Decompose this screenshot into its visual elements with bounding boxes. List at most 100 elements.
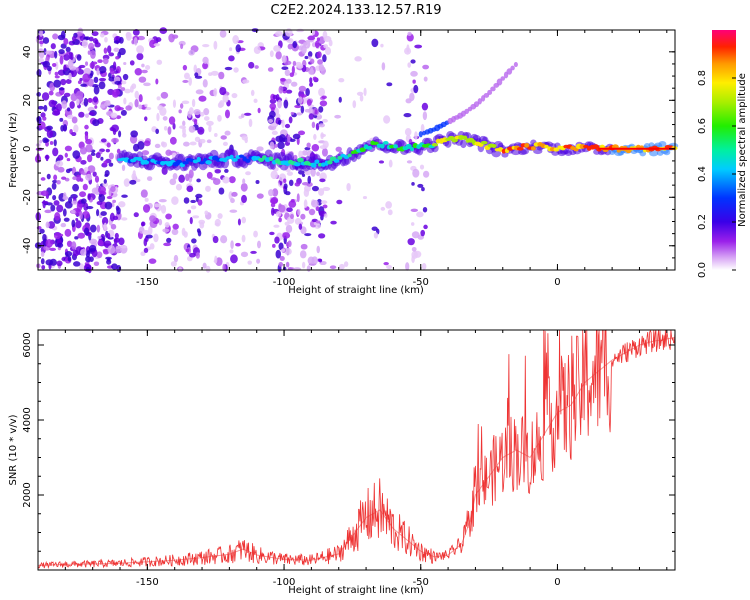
noise-blob bbox=[61, 100, 68, 109]
noise-blob bbox=[406, 44, 410, 53]
noise-blob bbox=[40, 177, 46, 181]
noise-blob bbox=[307, 51, 313, 58]
noise-blob bbox=[112, 128, 117, 135]
noise-blob bbox=[208, 72, 213, 77]
noise-blob bbox=[231, 92, 238, 99]
noise-blob bbox=[307, 175, 312, 184]
noise-blob bbox=[90, 50, 96, 59]
noise-blob bbox=[277, 99, 282, 109]
noise-blob bbox=[180, 43, 184, 50]
noise-blob bbox=[371, 38, 379, 48]
noise-blob bbox=[50, 204, 56, 212]
noise-blob bbox=[191, 238, 197, 244]
noise-blob bbox=[67, 60, 74, 68]
noise-blob bbox=[48, 99, 57, 108]
noise-blob bbox=[241, 194, 247, 204]
noise-blob bbox=[190, 199, 197, 204]
noise-blob bbox=[303, 199, 308, 208]
noise-blob bbox=[188, 125, 196, 133]
noise-blob bbox=[175, 183, 182, 191]
noise-blob bbox=[160, 204, 167, 214]
noise-blob bbox=[79, 146, 88, 155]
noise-blob bbox=[294, 104, 302, 109]
side-branch-blob bbox=[500, 76, 506, 81]
noise-blob bbox=[118, 130, 122, 138]
noise-blob bbox=[76, 202, 83, 212]
noise-blob bbox=[94, 175, 100, 183]
noise-blob bbox=[297, 170, 305, 175]
noise-blob bbox=[278, 85, 284, 94]
noise-blob bbox=[153, 43, 160, 47]
noise-blob bbox=[217, 114, 222, 122]
noise-blob bbox=[185, 248, 190, 253]
noise-blob bbox=[196, 178, 201, 183]
noise-blob bbox=[54, 212, 61, 221]
noise-blob bbox=[166, 237, 172, 243]
noise-blob bbox=[224, 168, 229, 173]
noise-blob bbox=[154, 203, 160, 208]
noise-blob bbox=[182, 64, 188, 71]
snr-y-label: SNR (10 * v/v) bbox=[8, 414, 19, 485]
noise-blob bbox=[315, 205, 320, 212]
noise-blob bbox=[110, 112, 118, 119]
ridge-core bbox=[409, 146, 415, 152]
ridge-core bbox=[501, 148, 507, 154]
noise-blob bbox=[188, 169, 194, 179]
ridge-core bbox=[553, 147, 560, 152]
noise-blob bbox=[87, 50, 91, 55]
noise-blob bbox=[134, 68, 143, 76]
noise-blob bbox=[278, 262, 284, 267]
noise-blob bbox=[284, 123, 291, 129]
noise-blob bbox=[187, 209, 192, 214]
noise-blob bbox=[60, 30, 66, 39]
noise-blob bbox=[385, 201, 393, 209]
noise-blob bbox=[224, 66, 233, 71]
noise-blob bbox=[420, 229, 426, 237]
noise-blob bbox=[144, 116, 148, 122]
noise-blob bbox=[307, 35, 316, 41]
noise-blob bbox=[407, 238, 415, 246]
noise-blob bbox=[416, 211, 424, 218]
noise-blob bbox=[299, 250, 307, 259]
noise-blob bbox=[83, 227, 90, 236]
spectrogram-ridge bbox=[116, 61, 679, 172]
noise-blob bbox=[214, 169, 221, 174]
noise-blob bbox=[196, 228, 201, 233]
noise-blob bbox=[118, 47, 126, 56]
noise-blob bbox=[162, 116, 168, 121]
spectrogram-x-ticks: -150 -100 -50 0 bbox=[37, 30, 668, 288]
noise-blob bbox=[320, 66, 326, 76]
noise-blob bbox=[192, 215, 200, 219]
noise-blob bbox=[112, 61, 117, 71]
noise-blob bbox=[197, 199, 203, 206]
noise-blob bbox=[92, 96, 99, 103]
ridge-core bbox=[544, 144, 549, 149]
noise-blob bbox=[165, 213, 172, 220]
noise-blob bbox=[71, 200, 79, 205]
noise-blob bbox=[71, 241, 77, 250]
ridge-halo bbox=[511, 149, 521, 156]
noise-blob bbox=[378, 160, 385, 164]
noise-blob bbox=[202, 44, 210, 48]
colorbar: 0.0 0.2 0.4 0.6 0.8 Normalized spectral ampl… bbox=[697, 30, 748, 278]
noise-blob bbox=[63, 64, 67, 72]
noise-blob bbox=[289, 138, 296, 142]
noise-blob bbox=[172, 122, 176, 130]
noise-blob bbox=[138, 104, 143, 110]
noise-blob bbox=[71, 35, 77, 42]
noise-blob bbox=[84, 113, 90, 118]
noise-blob bbox=[64, 152, 68, 158]
noise-blob bbox=[338, 96, 342, 103]
spectrogram-x-tick-label: -150 bbox=[136, 277, 159, 288]
noise-blob bbox=[296, 112, 303, 116]
noise-blob bbox=[413, 84, 419, 94]
noise-blob bbox=[306, 265, 311, 272]
noise-blob bbox=[95, 152, 101, 159]
noise-blob bbox=[224, 130, 231, 136]
noise-blob bbox=[288, 116, 293, 124]
noise-blob bbox=[138, 76, 147, 83]
ridge-core bbox=[231, 158, 238, 162]
noise-blob bbox=[71, 219, 76, 228]
figure-title: C2E2.2024.133.12.57.R19 bbox=[270, 3, 441, 18]
noise-blob bbox=[314, 40, 320, 49]
